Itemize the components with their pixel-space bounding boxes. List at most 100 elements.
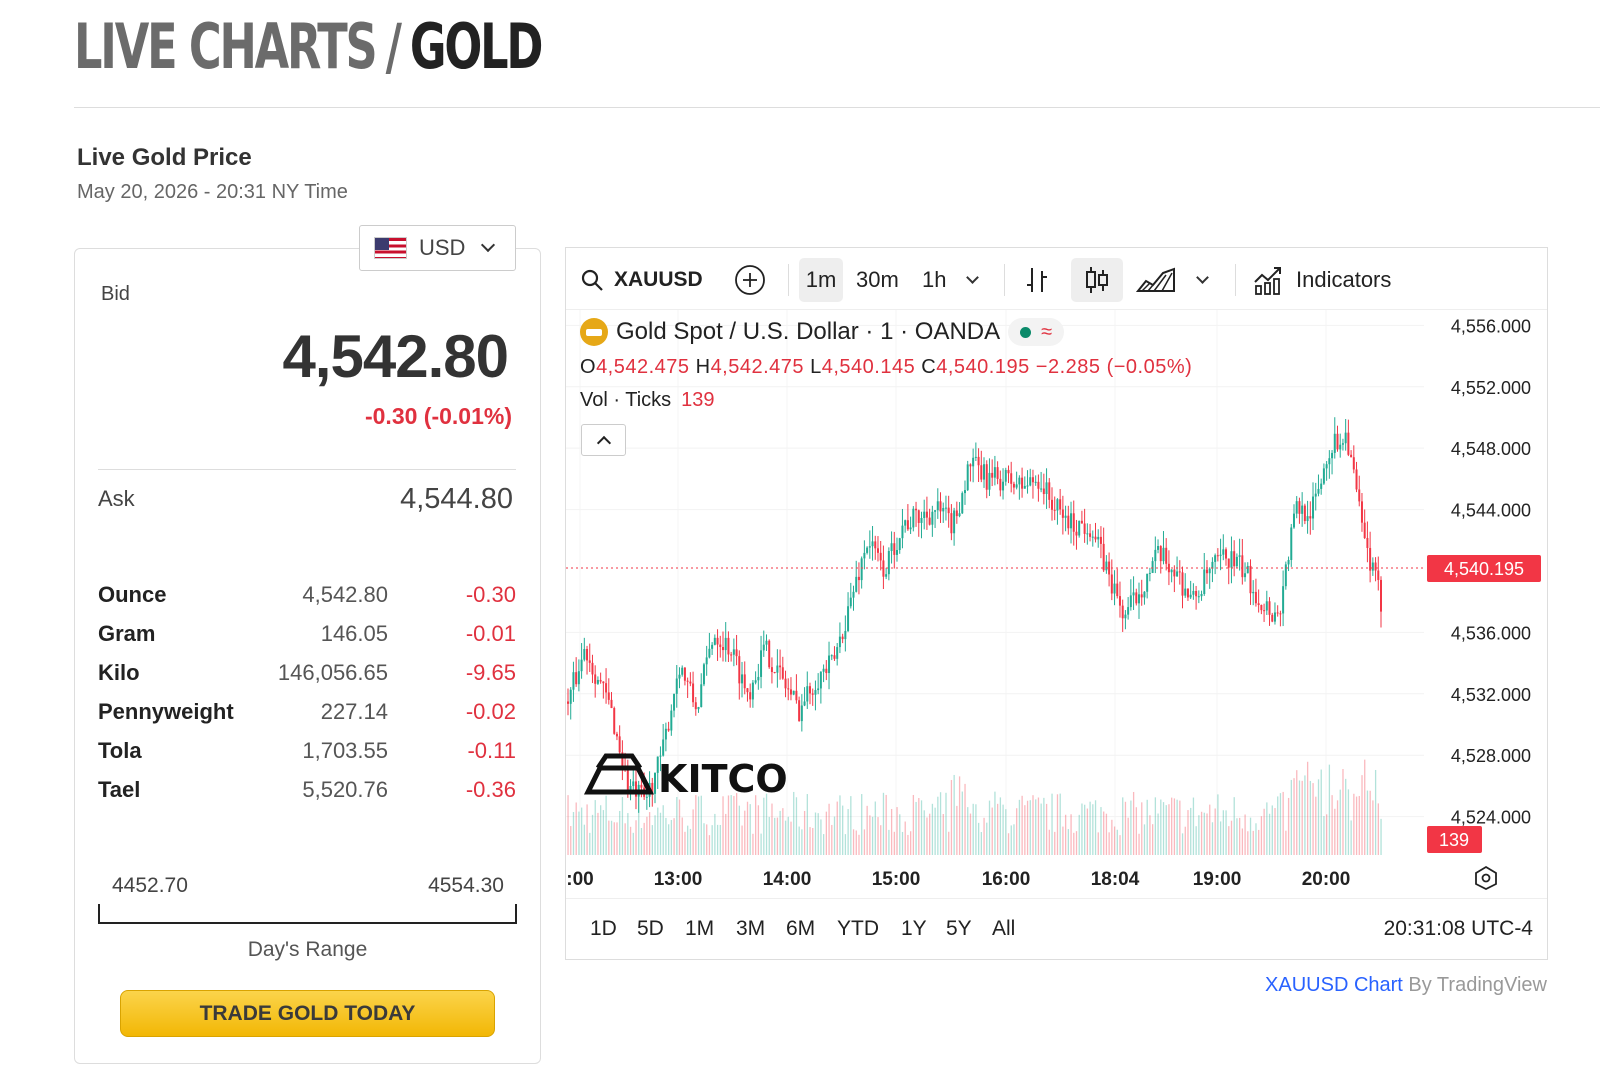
candle-body	[1235, 556, 1238, 567]
volume-bar	[1255, 823, 1257, 855]
candle-body	[1184, 588, 1187, 596]
candle-body	[1010, 473, 1013, 484]
chart-type-dropdown[interactable]	[1196, 258, 1214, 302]
compare-symbol-button[interactable]	[734, 258, 766, 302]
range-1d[interactable]: 1D	[590, 917, 617, 940]
interval-1m[interactable]: 1m	[799, 258, 843, 302]
unit-change: -9.65	[465, 660, 516, 685]
candle-body	[577, 671, 580, 685]
candle-body	[1143, 591, 1146, 598]
range-ytd[interactable]: YTD	[837, 917, 879, 940]
range-5d[interactable]: 5D	[637, 917, 664, 940]
interval-dropdown[interactable]	[966, 258, 984, 302]
range-1m[interactable]: 1M	[685, 917, 715, 940]
interval-1h[interactable]: 1h	[922, 267, 947, 292]
unit-name: Gram	[98, 621, 156, 646]
volume-bar	[572, 812, 575, 855]
volume-bar	[839, 795, 841, 855]
candle-body	[1026, 485, 1029, 487]
unit-name: Pennyweight	[98, 699, 234, 724]
range-3m[interactable]: 3M	[736, 917, 766, 940]
volume-bar	[635, 820, 637, 855]
volume-bar	[861, 794, 863, 855]
volume-bar	[580, 807, 583, 855]
candle-body	[1034, 481, 1037, 483]
volume-bar	[1211, 822, 1214, 855]
volume-bar	[871, 816, 874, 855]
volume-bar	[1010, 825, 1012, 855]
tradingview-chart-link[interactable]: XAUUSD Chart	[1265, 974, 1403, 996]
title-divider	[74, 107, 1600, 108]
unit-name: Tael	[98, 777, 141, 802]
candle-body	[1377, 570, 1380, 580]
candle-body	[730, 654, 733, 656]
currency-select[interactable]: USD	[359, 225, 516, 271]
candle-body	[1331, 452, 1334, 459]
volume-legend: Vol · Ticks 139	[580, 389, 715, 412]
candle-body	[1080, 520, 1083, 524]
volume-bar	[1233, 797, 1235, 855]
candle-body	[1015, 484, 1018, 488]
volume-bar	[929, 813, 931, 855]
volume-bar	[1353, 793, 1355, 855]
volume-bar	[1002, 804, 1004, 855]
candle-body	[1167, 563, 1170, 573]
breadcrumb-live-charts[interactable]: LIVE CHARTS	[74, 10, 378, 83]
volume-bar	[610, 820, 613, 855]
chart-clock[interactable]: 20:31:08 UTC-4	[1383, 917, 1533, 940]
candle-body	[1173, 569, 1176, 577]
volume-bar	[1073, 832, 1075, 855]
watermark-text: KITCO	[658, 757, 788, 801]
trade-gold-button[interactable]: TRADE GOLD TODAY	[120, 990, 495, 1037]
candles-chart-type-button[interactable]	[1071, 258, 1123, 302]
volume-bar	[1339, 789, 1341, 855]
volume-bar	[812, 827, 814, 855]
volume-bar	[646, 816, 648, 855]
volume-bar	[869, 815, 871, 855]
candle-body	[1238, 555, 1241, 557]
volume-bar	[1113, 826, 1116, 855]
candle-body	[667, 728, 670, 731]
indicators-icon	[1254, 267, 1281, 295]
candle-body	[1037, 481, 1040, 489]
volume-bar	[730, 795, 732, 855]
add-circle-icon	[735, 265, 765, 295]
market-status-pill[interactable]: ≈	[1008, 318, 1065, 346]
volume-bar	[907, 834, 909, 855]
gold-symbol-icon	[580, 318, 608, 346]
price-chart-canvas[interactable]: KITCO 4,556.000 4,552.000 4,548.000 4,544.00…	[566, 310, 1548, 898]
y-axis-tick-label: 4,544.000	[1451, 501, 1531, 521]
interval-30m[interactable]: 30m	[856, 267, 899, 292]
candle-body	[1157, 546, 1160, 550]
volume-bar	[842, 805, 844, 855]
candle-body	[923, 511, 926, 518]
candle-body	[689, 681, 692, 684]
range-1y[interactable]: 1Y	[901, 917, 927, 940]
candle-body	[697, 707, 700, 710]
unit-row-tola: Tola 1,703.55 -0.11	[98, 738, 518, 777]
indicators-button[interactable]: Indicators	[1252, 258, 1391, 302]
volume-bar	[1184, 826, 1186, 855]
collapse-legend-button[interactable]	[581, 424, 626, 456]
candle-body	[1322, 468, 1325, 484]
candle-body	[1140, 594, 1143, 598]
volume-bar	[923, 810, 925, 855]
volume-bar	[1198, 815, 1200, 855]
range-5y[interactable]: 5Y	[946, 917, 972, 940]
area-chart-type-button[interactable]	[1136, 258, 1176, 302]
unit-price: 227.14	[320, 699, 388, 724]
range-6m[interactable]: 6M	[786, 917, 816, 940]
candle-body	[806, 686, 809, 702]
attribution-text: By TradingView	[1402, 974, 1547, 996]
volume-bar	[956, 805, 958, 855]
volume-bar	[670, 819, 673, 855]
candle-body	[596, 679, 599, 684]
range-all[interactable]: All	[992, 917, 1016, 940]
volume-bar	[1306, 761, 1309, 855]
candle-body	[1306, 516, 1309, 522]
candle-body	[621, 752, 624, 768]
price-card	[74, 248, 541, 1064]
bar-chart-type-button[interactable]	[1024, 258, 1050, 302]
symbol-search[interactable]: XAUUSD	[580, 258, 706, 302]
x-axis-tick-label: 19:00	[1193, 869, 1242, 890]
